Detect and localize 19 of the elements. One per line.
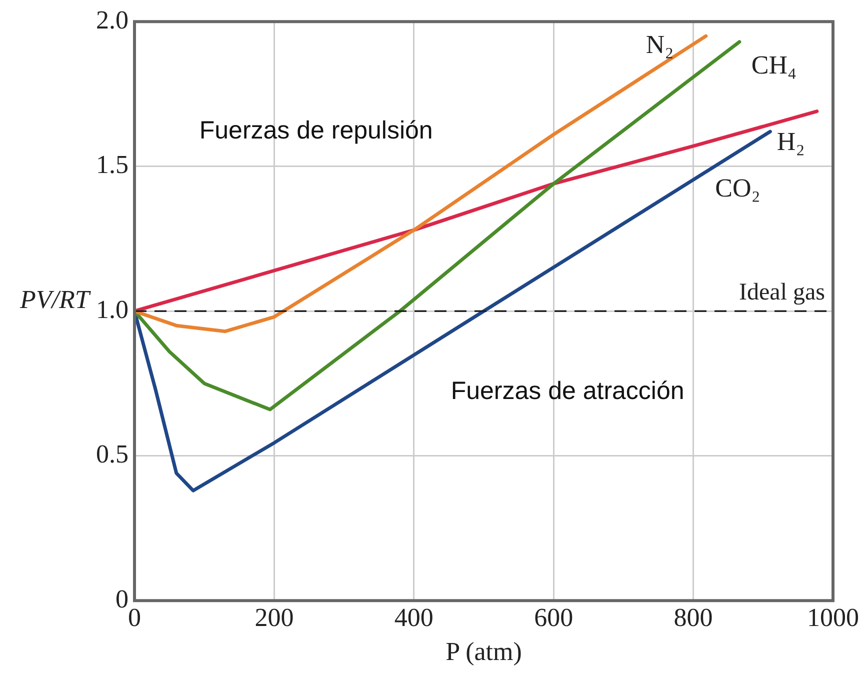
x-tick-label: 1000 [807, 603, 859, 632]
series-label: N₂ [646, 30, 674, 59]
ref-line-label: Ideal gas [739, 279, 825, 306]
annotation: Fuerzas de repulsión [199, 116, 433, 144]
y-tick-label: 0.5 [96, 440, 128, 469]
x-tick-label: 600 [534, 603, 574, 632]
x-tick-label: 200 [254, 603, 294, 632]
x-tick-label: 800 [674, 603, 713, 632]
annotation: Fuerzas de atracción [450, 377, 684, 406]
series-label: H₂ [776, 127, 805, 156]
series-label: CH₄ [751, 50, 797, 80]
y-tick-label: 2.0 [96, 5, 128, 34]
x-tick-label: 400 [394, 603, 434, 632]
x-axis-title: P (atm) [446, 637, 522, 666]
series-label: CO₂ [715, 173, 760, 202]
y-axis-title: PV/RT [20, 285, 90, 315]
y-tick-label: 1.0 [96, 294, 128, 324]
y-tick-label: 0 [116, 584, 128, 614]
y-tick-label: 1.5 [96, 150, 128, 180]
